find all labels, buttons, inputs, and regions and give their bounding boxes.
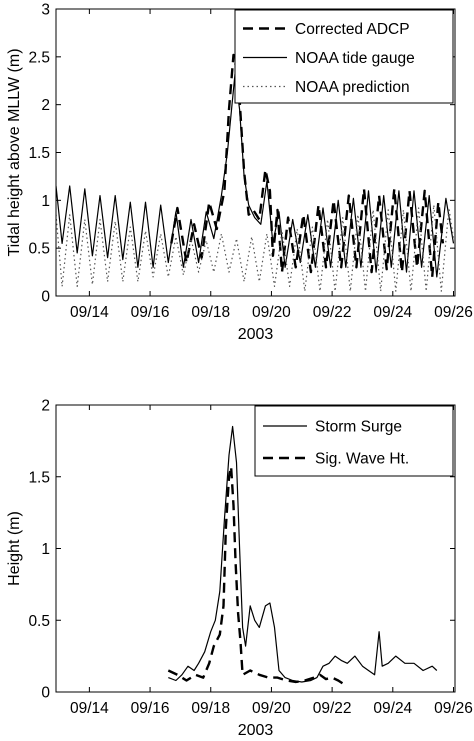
series-line-noaa-tide-gauge <box>56 73 455 278</box>
legend-box <box>234 9 454 104</box>
y-tick-label: 0.5 <box>28 241 50 258</box>
y-tick-label: 0 <box>41 685 50 702</box>
x-tick-label: 09/14 <box>70 700 109 717</box>
legend-label: Sig. Wave Ht. <box>315 451 409 468</box>
y-tick-label: 1 <box>41 541 50 558</box>
series-line-noaa-prediction <box>56 204 455 292</box>
series-lines <box>167 425 438 685</box>
legend-label: NOAA tide gauge <box>295 50 415 67</box>
legend-label: Corrected ADCP <box>295 21 410 38</box>
y-tick-label: 1 <box>41 193 50 210</box>
y-tick-label: 0 <box>41 289 50 306</box>
y-tick-label: 3 <box>41 2 50 19</box>
legend-box <box>254 405 454 477</box>
x-tick-label: 09/24 <box>373 700 412 717</box>
x-tick-label: 09/16 <box>131 700 170 717</box>
legend: Corrected ADCP NOAA tide gauge NOAA predic… <box>234 9 454 104</box>
x-tick-label: 09/18 <box>191 700 230 717</box>
x-tick-label: 09/16 <box>131 304 170 321</box>
y-axis-label: Tidal height above MLLW (m) <box>6 48 23 256</box>
y-axis-label: Height (m) <box>6 511 23 586</box>
x-tick-label: 09/26 <box>434 700 473 717</box>
legend-label: NOAA prediction <box>295 79 410 96</box>
series-line-sig-wave-ht <box>167 465 344 685</box>
series-line-corrected-adcp <box>170 53 445 279</box>
series-line-storm-surge <box>168 425 438 683</box>
y-tick-label: 2.5 <box>28 49 50 66</box>
x-tick-label: 09/14 <box>70 304 109 321</box>
series-lines <box>56 53 455 292</box>
x-tick-label: 09/22 <box>313 700 352 717</box>
x-tick-label: 09/20 <box>252 304 291 321</box>
y-tick-label: 1.5 <box>28 145 50 162</box>
legend: Storm Surge Sig. Wave Ht. <box>254 405 454 477</box>
x-tick-label: 09/24 <box>373 304 412 321</box>
x-axis-label: 2003 <box>238 326 274 343</box>
x-tick-label: 09/22 <box>313 304 352 321</box>
tidal-height-panel: 09/14 09/16 09/18 09/20 09/22 09/24 09/26 0 0.5 1… <box>6 2 473 344</box>
x-axis-label: 2003 <box>238 722 274 739</box>
y-tick-label: 2 <box>41 97 50 114</box>
y-tick-label: 0.5 <box>28 613 50 630</box>
y-tick-label: 2 <box>41 398 50 415</box>
legend-label: Storm Surge <box>315 419 402 436</box>
y-tick-label: 1.5 <box>28 469 50 486</box>
x-tick-label: 09/18 <box>191 304 230 321</box>
x-tick-label: 09/26 <box>434 304 473 321</box>
storm-surge-panel: 09/14 09/16 09/18 09/20 09/22 09/24 09/26 0 0.5 1… <box>6 398 473 740</box>
x-tick-label: 09/20 <box>252 700 291 717</box>
